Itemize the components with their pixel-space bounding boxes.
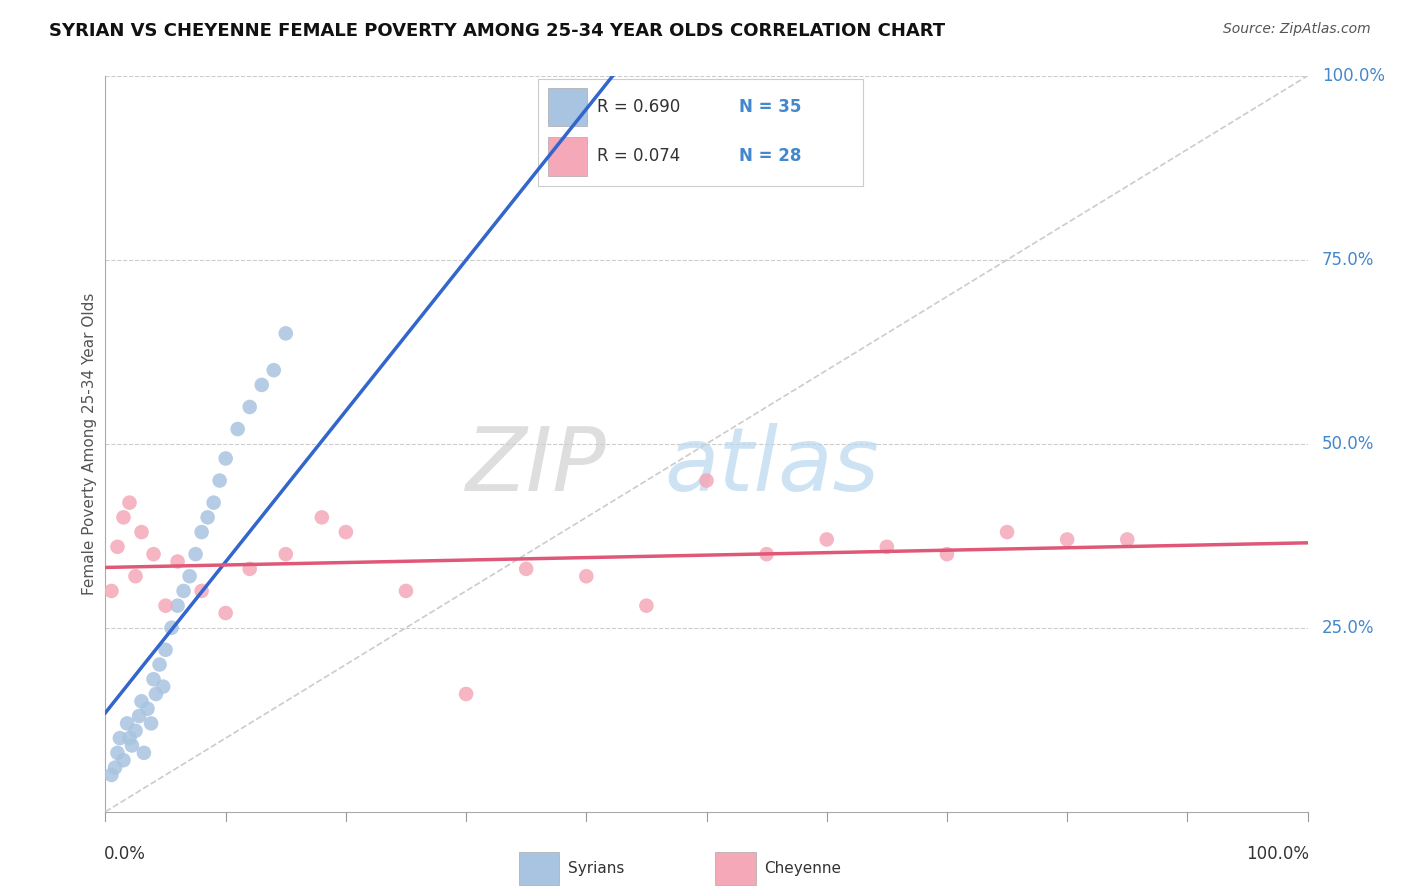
Point xyxy=(815,533,838,547)
Point xyxy=(166,599,188,613)
Point xyxy=(112,510,135,524)
Point xyxy=(132,746,155,760)
Point xyxy=(335,524,357,539)
Point xyxy=(575,569,598,583)
Point xyxy=(100,584,122,599)
Text: ZIP: ZIP xyxy=(465,423,607,508)
Point xyxy=(696,474,718,488)
Point xyxy=(208,474,231,488)
Y-axis label: Female Poverty Among 25-34 Year Olds: Female Poverty Among 25-34 Year Olds xyxy=(82,293,97,595)
Point xyxy=(142,673,165,687)
Point xyxy=(239,400,262,414)
Point xyxy=(226,422,249,436)
Point xyxy=(454,687,477,701)
Point xyxy=(148,657,170,672)
Text: 0.0%: 0.0% xyxy=(104,845,146,863)
Point xyxy=(515,562,537,576)
Point xyxy=(145,687,167,701)
Point xyxy=(1056,533,1078,547)
Text: atlas: atlas xyxy=(665,423,879,508)
Point xyxy=(311,510,333,524)
Point xyxy=(100,768,122,782)
Point xyxy=(155,599,177,613)
Point xyxy=(936,547,959,561)
Point xyxy=(197,510,219,524)
Point xyxy=(108,731,131,746)
Point xyxy=(166,554,188,569)
Point xyxy=(636,599,658,613)
Point xyxy=(190,584,212,599)
Point xyxy=(995,524,1018,539)
Point xyxy=(250,378,273,392)
Text: Source: ZipAtlas.com: Source: ZipAtlas.com xyxy=(1223,22,1371,37)
Point xyxy=(124,723,146,738)
Point xyxy=(274,326,297,341)
Point xyxy=(128,709,150,723)
Point xyxy=(112,753,135,767)
Text: SYRIAN VS CHEYENNE FEMALE POVERTY AMONG 25-34 YEAR OLDS CORRELATION CHART: SYRIAN VS CHEYENNE FEMALE POVERTY AMONG … xyxy=(49,22,945,40)
Point xyxy=(131,694,153,708)
Point xyxy=(118,496,141,510)
Point xyxy=(263,363,285,377)
Text: 100.0%: 100.0% xyxy=(1322,67,1385,85)
Point xyxy=(173,584,195,599)
Point xyxy=(190,524,212,539)
Point xyxy=(124,569,146,583)
Point xyxy=(696,164,718,178)
Point xyxy=(107,540,129,554)
Point xyxy=(184,547,207,561)
Point xyxy=(160,621,183,635)
Text: 75.0%: 75.0% xyxy=(1322,251,1375,268)
Point xyxy=(179,569,201,583)
Point xyxy=(214,606,236,620)
Text: 50.0%: 50.0% xyxy=(1322,434,1375,453)
Point xyxy=(202,496,225,510)
Point xyxy=(118,731,141,746)
Text: 25.0%: 25.0% xyxy=(1322,619,1375,637)
Point xyxy=(121,739,143,753)
Point xyxy=(214,451,236,466)
Point xyxy=(274,547,297,561)
Point xyxy=(152,680,174,694)
Point xyxy=(155,642,177,657)
Point xyxy=(139,716,162,731)
Point xyxy=(1116,533,1139,547)
Text: 100.0%: 100.0% xyxy=(1246,845,1309,863)
Point xyxy=(239,562,262,576)
Point xyxy=(131,524,153,539)
Point xyxy=(395,584,418,599)
Point xyxy=(136,701,159,715)
Point xyxy=(104,760,127,774)
Point xyxy=(755,547,778,561)
Point xyxy=(876,540,898,554)
Point xyxy=(107,746,129,760)
Point xyxy=(142,547,165,561)
Point xyxy=(115,716,138,731)
